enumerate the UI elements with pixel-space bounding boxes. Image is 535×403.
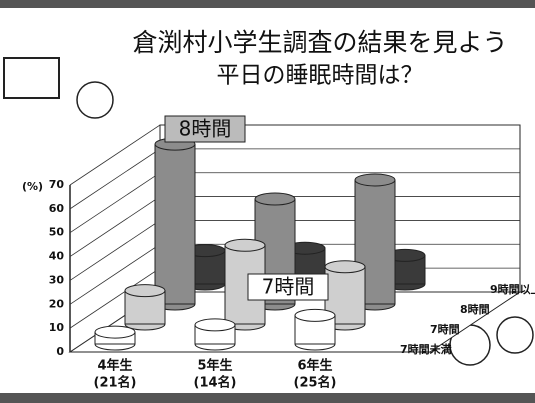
bottom-band — [0, 393, 535, 403]
y-tick-label: 30 — [49, 273, 65, 286]
y-axis-label: (%) — [22, 180, 43, 193]
x-tick-sublabel: (14名) — [194, 375, 237, 391]
x-tick-label: 4年生 — [97, 358, 132, 374]
bar-top — [254, 192, 296, 206]
y-tick-label: 40 — [49, 250, 65, 263]
x-tick-sublabel: (25名) — [294, 375, 337, 391]
y-tick-label: 10 — [49, 321, 65, 334]
bar-top — [354, 173, 396, 187]
legend-label: 9時間以上 — [490, 282, 535, 296]
annotation-box — [247, 273, 329, 301]
y-tick-label: 50 — [49, 226, 65, 239]
x-tick-label: 6年生 — [297, 358, 332, 374]
legend-label: 7時間 — [430, 322, 460, 336]
bar-top — [194, 318, 236, 332]
legend-label: 8時間 — [460, 302, 490, 316]
x-tick-label: 5年生 — [197, 358, 232, 374]
bar-top — [124, 284, 166, 298]
bar — [154, 143, 196, 305]
bar-top — [94, 325, 136, 339]
bar-top — [324, 260, 366, 274]
bar-top — [294, 308, 336, 322]
annotation: 8時間 — [179, 117, 232, 141]
clipart-sleeper — [76, 81, 114, 119]
clipart-window — [3, 57, 60, 99]
chart-subtitle: 平日の睡眠時間は？ — [217, 63, 424, 89]
clipart-child — [496, 316, 534, 354]
top-band — [0, 0, 535, 8]
x-tick-sublabel: (21名) — [94, 375, 137, 391]
y-tick-label: 0 — [56, 345, 64, 358]
bar-top — [224, 238, 266, 252]
y-tick-label: 20 — [49, 297, 65, 310]
annotation-box — [164, 115, 246, 143]
annotation: 7時間 — [262, 275, 315, 299]
y-tick-label: 70 — [49, 178, 65, 191]
grid-line — [69, 124, 520, 186]
legend-label: 7時間未満 — [400, 342, 452, 356]
chart-title: 倉渕村小学生調査の結果を見よう — [132, 28, 507, 57]
y-tick-label: 60 — [49, 202, 65, 215]
